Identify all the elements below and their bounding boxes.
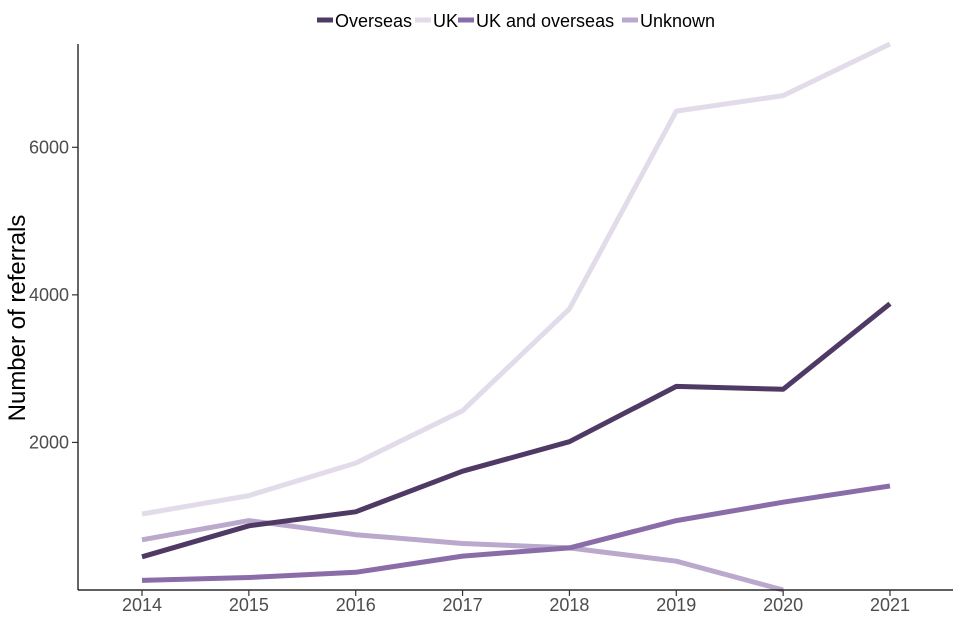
y-tick-label: 4000 [29, 285, 69, 305]
legend-label: UK and overseas [476, 11, 614, 31]
x-tick-label: 2021 [870, 595, 910, 615]
legend: Overseas UK UK and overseas Unknown [317, 11, 715, 31]
legend-label: Unknown [640, 11, 715, 31]
x-tick-label: 2014 [122, 595, 162, 615]
legend-label: Overseas [335, 11, 412, 31]
series-line-overseas [141, 301, 892, 560]
series-line-unknown [141, 518, 784, 593]
x-tick-label: 2018 [549, 595, 589, 615]
series-line-uk [141, 41, 892, 517]
x-tick-label: 2019 [656, 595, 696, 615]
legend-label: UK [433, 11, 458, 31]
x-tick-label: 2016 [336, 595, 376, 615]
y-tick-label: 6000 [29, 137, 69, 157]
x-tick-label: 2020 [763, 595, 803, 615]
axes [77, 44, 953, 591]
x-ticks: 2014 2015 2016 2017 2018 2019 2020 2021 [122, 590, 910, 615]
y-axis-title: Number of referrals [4, 215, 31, 422]
y-tick-label: 2000 [29, 432, 69, 452]
x-tick-label: 2015 [229, 595, 269, 615]
series-line-uk-and-overseas [141, 483, 891, 583]
y-ticks: 2000 4000 6000 [29, 137, 78, 452]
x-tick-label: 2017 [443, 595, 483, 615]
series-layer [141, 41, 892, 593]
